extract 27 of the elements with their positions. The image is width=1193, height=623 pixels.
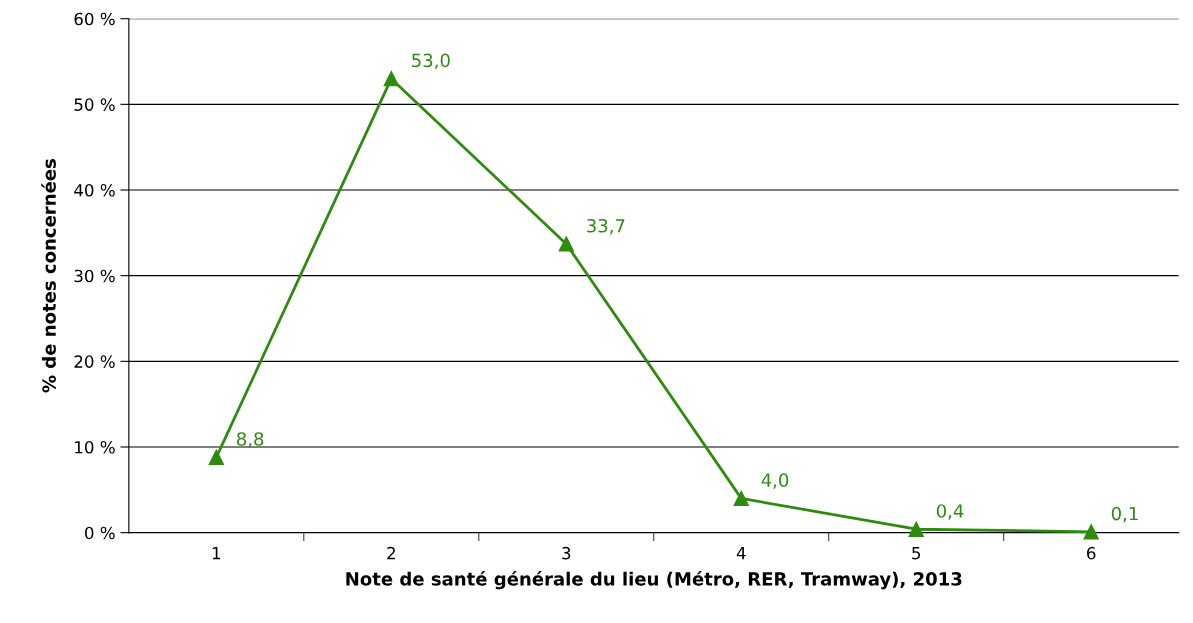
point (1083, 524, 1099, 540)
y-tick-label: 60 % (74, 12, 115, 26)
data-label: 8,8 (237, 432, 264, 448)
y-tick-label: 10 % (75, 440, 115, 454)
y-tick-label: 0 % (85, 526, 115, 540)
y-tick-label: 40 % (74, 183, 115, 197)
data-label: 53,0 (412, 53, 450, 70)
point (383, 71, 399, 87)
x-tick-label: 4 (736, 547, 746, 560)
x-tick-label: 3 (562, 546, 571, 560)
x-tick-label: 5 (912, 547, 921, 560)
x-tick-label: 2 (387, 546, 395, 560)
data-label: 33,7 (587, 218, 625, 235)
x-tick-label: 1 (212, 547, 221, 560)
point (208, 449, 224, 465)
x-tick-label: 6 (1087, 546, 1096, 560)
point (558, 236, 574, 252)
y-tick-label: 30 % (74, 269, 115, 283)
x-axis-title: Note de santé générale du lieu (Métro, RER, Tramway), 2013 (346, 571, 962, 590)
y-tick-label: 20 % (74, 355, 115, 368)
y-tick-label: 50 % (74, 98, 115, 111)
y-axis-title: % de notes concernées (41, 159, 56, 393)
data-label: 4,0 (761, 473, 789, 489)
point (733, 490, 749, 507)
data-label: 0,1 (1111, 506, 1138, 523)
point (908, 521, 924, 537)
data-label: 0,4 (936, 504, 964, 520)
